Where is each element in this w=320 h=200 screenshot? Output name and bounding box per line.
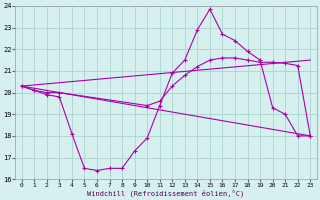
X-axis label: Windchill (Refroidissement éolien,°C): Windchill (Refroidissement éolien,°C) <box>87 189 244 197</box>
